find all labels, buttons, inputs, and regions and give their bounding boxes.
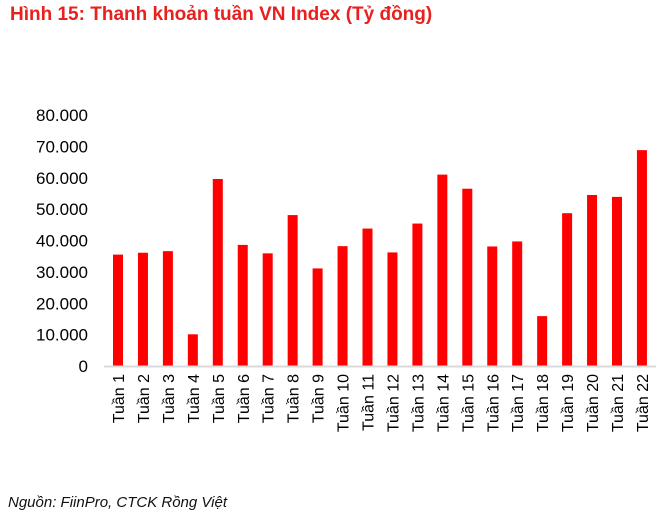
y-tick-label: 40.000 (36, 232, 88, 251)
x-tick-label: Tuần 16 (485, 374, 502, 432)
bar-18 (537, 316, 548, 366)
x-tick-label: Tuần 9 (311, 374, 328, 423)
x-tick-label: Tuần 4 (186, 374, 203, 423)
x-tick-label: Tuần 2 (136, 374, 153, 423)
bar-11 (362, 228, 373, 366)
chart-title: Hình 15: Thanh khoản tuần VN Index (Tỷ đ… (10, 4, 433, 25)
source-note: Nguồn: FiinPro, CTCK Rồng Việt (8, 494, 227, 511)
x-tick-label: Tuần 18 (535, 374, 552, 432)
bar-6 (237, 244, 248, 366)
y-tick-label: 70.000 (36, 137, 88, 156)
x-tick-label: Tuần 20 (585, 374, 602, 432)
bar-17 (512, 241, 523, 366)
y-tick-label: 30.000 (36, 263, 88, 282)
x-tick-label: Tuần 6 (236, 374, 253, 423)
y-tick-label: 80.000 (36, 106, 88, 125)
bar-12 (387, 252, 398, 366)
bar-5 (212, 179, 223, 366)
x-tick-label: Tuần 12 (385, 374, 402, 432)
y-tick-label: 10.000 (36, 326, 88, 345)
bar-20 (587, 195, 598, 366)
bar-15 (462, 188, 473, 366)
bar-14 (437, 174, 448, 366)
bar-19 (562, 213, 573, 366)
y-tick-label: 50.000 (36, 200, 88, 219)
bar-22 (636, 150, 647, 366)
x-tick-label: Tuần 17 (510, 374, 527, 432)
bar-7 (262, 253, 273, 366)
x-tick-label: Tuần 13 (410, 374, 427, 432)
bar-3 (162, 251, 173, 366)
x-tick-label: Tuần 11 (361, 374, 378, 431)
x-tick-label: Tuần 5 (211, 374, 228, 423)
x-tick-label: Tuần 8 (286, 374, 303, 423)
y-tick-label: 20.000 (36, 294, 88, 313)
x-tick-label: Tuần 14 (435, 374, 452, 432)
x-tick-label: Tuần 7 (261, 374, 278, 423)
bar-16 (487, 246, 498, 366)
bar-4 (187, 334, 198, 366)
bar-10 (337, 246, 348, 366)
bar-1 (113, 254, 123, 366)
x-tick-label: Tuần 15 (460, 374, 477, 432)
bar-13 (412, 223, 423, 366)
bar-21 (612, 196, 622, 366)
y-tick-label: 0 (79, 357, 88, 376)
x-tick-label: Tuần 3 (161, 374, 178, 423)
x-tick-label: Tuần 21 (610, 374, 627, 432)
x-tick-label: Tuần 19 (560, 374, 577, 432)
bar-8 (287, 215, 298, 366)
x-tick-label: Tuần 10 (336, 374, 353, 432)
x-tick-label: Tuần 1 (111, 374, 128, 423)
y-tick-label: 60.000 (36, 169, 88, 188)
bar-9 (312, 268, 323, 366)
bar-2 (137, 252, 148, 366)
x-tick-label: Tuần 22 (635, 374, 652, 432)
